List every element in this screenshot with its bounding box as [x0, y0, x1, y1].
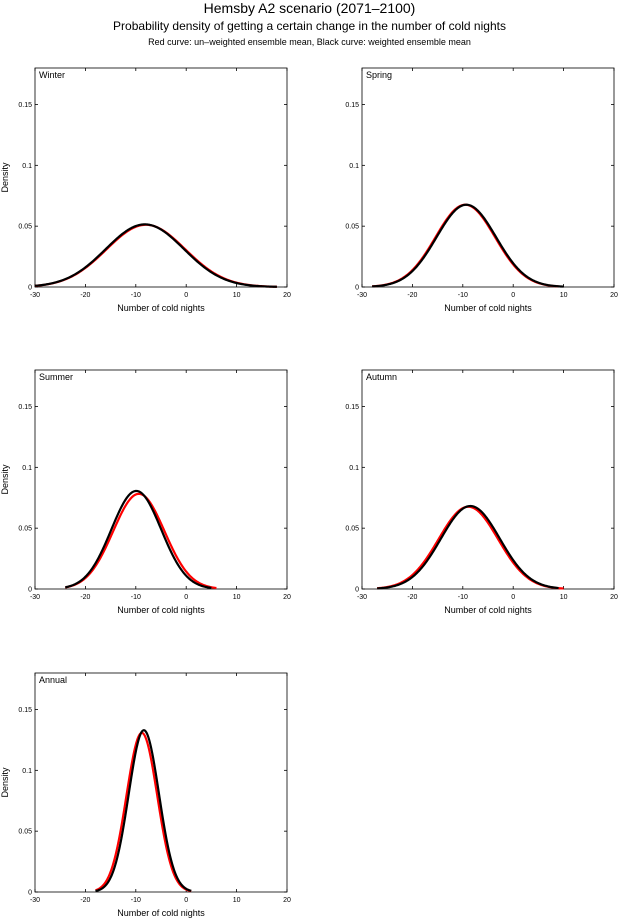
weighted-curve [35, 224, 277, 286]
x-tick-label: -20 [80, 292, 90, 299]
axes-frame [35, 370, 287, 589]
panel-label: Spring [366, 70, 392, 80]
y-tick-label: 0.05 [345, 224, 359, 231]
x-tick-label: 20 [610, 292, 618, 299]
y-axis-label: Density [0, 162, 10, 193]
weighted-curve [372, 205, 564, 287]
x-tick-label: 10 [233, 292, 241, 299]
y-tick-label: 0.05 [18, 526, 32, 533]
y-tick-label: 0 [28, 285, 32, 292]
x-tick-label: -20 [407, 594, 417, 601]
x-tick-label: 0 [184, 292, 188, 299]
y-tick-label: 0.05 [345, 526, 359, 533]
y-tick-label: 0 [355, 587, 359, 594]
panel-winter: -30 -20 -10 0 10 20 0 0.05 0.1 0.15 Winter Number o… [0, 68, 291, 313]
x-tick-label: -30 [357, 292, 367, 299]
x-tick-label: 20 [283, 292, 291, 299]
y-axis-label: Density [0, 767, 10, 798]
unweighted-curve [377, 507, 563, 589]
axes-frame [362, 370, 614, 589]
x-axis-label: Number of cold nights [117, 605, 205, 615]
y-tick-label: 0.15 [345, 404, 359, 411]
weighted-curve [65, 491, 211, 588]
panel-annual: -30 -20 -10 0 10 20 0 0.05 0.1 0.15 Annual Number o… [0, 673, 291, 918]
axes-frame [35, 673, 287, 892]
weighted-curve [95, 730, 191, 891]
x-tick-label: -30 [357, 594, 367, 601]
y-axis-label: Density [0, 464, 10, 495]
x-tick-label: -20 [80, 594, 90, 601]
x-tick-label: -30 [30, 292, 40, 299]
y-tick-label: 0.15 [18, 102, 32, 109]
x-axis-label: Number of cold nights [444, 605, 532, 615]
chart-grid: -30 -20 -10 0 10 20 0 0.05 0.1 0.15 Winter Number o… [0, 0, 619, 920]
x-tick-label: 0 [184, 897, 188, 904]
x-tick-label: -10 [131, 292, 141, 299]
x-tick-label: -10 [131, 594, 141, 601]
y-tick-label: 0.05 [18, 829, 32, 836]
x-tick-label: 10 [233, 897, 241, 904]
panel-label: Winter [39, 70, 65, 80]
x-tick-label: -20 [407, 292, 417, 299]
y-tick-label: 0.1 [349, 465, 359, 472]
x-tick-label: 10 [233, 594, 241, 601]
panel-summer: -30 -20 -10 0 10 20 0 0.05 0.1 0.15 Summer Number o… [0, 370, 291, 615]
x-axis-label: Number of cold nights [444, 303, 532, 313]
y-tick-label: 0.15 [18, 707, 32, 714]
y-tick-label: 0 [355, 285, 359, 292]
y-tick-label: 0.1 [349, 163, 359, 170]
x-tick-label: 20 [610, 594, 618, 601]
panel-label: Summer [39, 372, 73, 382]
y-tick-label: 0.1 [22, 768, 32, 775]
x-tick-label: 0 [184, 594, 188, 601]
x-tick-label: 10 [560, 292, 568, 299]
x-tick-label: -30 [30, 594, 40, 601]
x-tick-label: 0 [511, 594, 515, 601]
panel-spring: -30 -20 -10 0 10 20 0 0.05 0.1 0.15 Spring Number o… [345, 68, 618, 313]
axes-frame [362, 68, 614, 287]
panel-autumn: -30 -20 -10 0 10 20 0 0.05 0.1 0.15 Autumn Number o… [345, 370, 618, 615]
axes-frame [35, 68, 287, 287]
x-tick-label: 10 [560, 594, 568, 601]
x-tick-label: -10 [458, 292, 468, 299]
x-tick-label: -20 [80, 897, 90, 904]
x-tick-label: -10 [131, 897, 141, 904]
y-tick-label: 0 [28, 890, 32, 897]
x-tick-label: -30 [30, 897, 40, 904]
y-tick-label: 0.15 [18, 404, 32, 411]
weighted-curve [377, 506, 558, 588]
y-tick-label: 0.05 [18, 224, 32, 231]
x-tick-label: 0 [511, 292, 515, 299]
y-tick-label: 0 [28, 587, 32, 594]
x-tick-label: -10 [458, 594, 468, 601]
y-tick-label: 0.15 [345, 102, 359, 109]
panel-label: Annual [39, 675, 67, 685]
y-tick-label: 0.1 [22, 163, 32, 170]
unweighted-curve [372, 205, 558, 287]
y-tick-label: 0.1 [22, 465, 32, 472]
unweighted-curve [95, 733, 191, 891]
panel-label: Autumn [366, 372, 397, 382]
x-axis-label: Number of cold nights [117, 303, 205, 313]
x-tick-label: 20 [283, 594, 291, 601]
x-tick-label: 20 [283, 897, 291, 904]
x-axis-label: Number of cold nights [117, 908, 205, 918]
